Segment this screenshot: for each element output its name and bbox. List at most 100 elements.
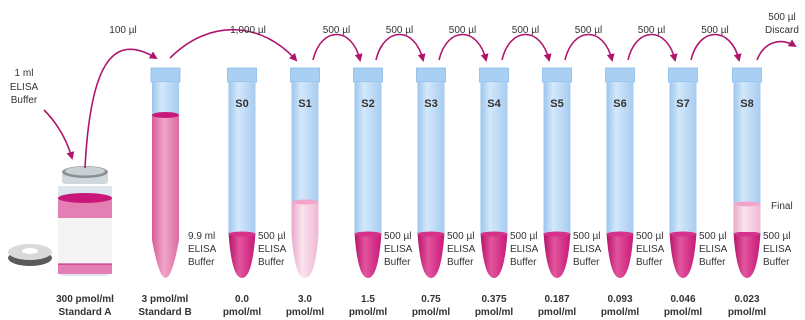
- tube-liquid: [291, 202, 319, 278]
- tube-liquid: [480, 232, 508, 278]
- tube-buffer-text-0: 500 µl: [384, 231, 411, 242]
- tube-buffer-text-0: 500 µl: [636, 231, 663, 242]
- tube-buffer-text-0: 500 µl: [763, 231, 790, 242]
- tube-s7: S7 500 µl ELISA Buffer 0.046 pmol/ml: [664, 67, 728, 318]
- standard-tubes: S0 500 µl ELISA Buffer 0.0 pmol/ml S1 3.0 pmol/m…: [223, 67, 792, 318]
- tube-buffer-text-0: 500 µl: [258, 231, 285, 242]
- final-label: Final: [771, 201, 793, 212]
- tube-buffer-text-2: Buffer: [573, 257, 600, 268]
- tube-s0: S0 500 µl ELISA Buffer 0.0 pmol/ml: [223, 67, 287, 318]
- tube-buffer-text-0: 500 µl: [510, 231, 537, 242]
- tube-unit: pmol/ml: [664, 307, 703, 318]
- standard-a-vial: [8, 166, 112, 276]
- tube-final-liquid: [733, 204, 761, 232]
- tube-buffer-text-1: ELISA: [258, 244, 287, 255]
- vial-name: Standard A: [59, 307, 112, 318]
- tube-body: [354, 82, 382, 278]
- tube-concentration: 0.023: [734, 294, 759, 305]
- tube-s8: S8 500 µl ELISA Buffer 0.023 pmol/ml: [728, 67, 792, 318]
- arrow-stdb-to-s1: [169, 28, 298, 62]
- transfer-label-1: 1,000 µl: [230, 25, 266, 36]
- tube-concentration: 0.375: [481, 294, 506, 305]
- transfer-arrow: [438, 33, 489, 62]
- tube-concentration: 0.187: [544, 294, 569, 305]
- transfer-label-2: 500 µl: [323, 25, 350, 36]
- tube-liquid: [417, 232, 445, 278]
- tube-liquid: [228, 232, 256, 278]
- tube-buffer-text-0: 500 µl: [699, 231, 726, 242]
- tube-buffer-text-1: ELISA: [510, 244, 539, 255]
- tube-concentration: 0.75: [421, 294, 441, 305]
- stdb-name: Standard B: [138, 307, 191, 318]
- vial-liquid: [58, 198, 112, 218]
- tube-unit: pmol/ml: [349, 307, 388, 318]
- vial-concentration: 300 pmol/ml: [56, 294, 114, 305]
- tube-buffer-text-2: Buffer: [636, 257, 663, 268]
- tube-buffer-text-2: Buffer: [763, 257, 790, 268]
- tube-buffer-text-0: 500 µl: [573, 231, 600, 242]
- transfer-arrow: [690, 33, 742, 62]
- buffer-amount: 1 ml: [15, 68, 34, 79]
- tube-liquid: [606, 232, 634, 278]
- tube-unit: pmol/ml: [475, 307, 514, 318]
- tube-cap: [479, 67, 509, 83]
- tube-unit: pmol/ml: [728, 307, 767, 318]
- tube-s2: S2 500 µl ELISA Buffer 1.5 pmol/ml: [349, 67, 413, 318]
- tube-concentration: 0.0: [235, 294, 249, 305]
- tube-cap: [227, 67, 257, 83]
- tube-body: [669, 82, 697, 278]
- buffer-label-2: Buffer: [11, 95, 38, 106]
- vial-label: [58, 218, 112, 264]
- tube-unit: pmol/ml: [538, 307, 577, 318]
- stdb-buffer-amount: 9.9 ml: [188, 231, 215, 242]
- tube-cap: [290, 67, 320, 83]
- tube-buffer-text-2: Buffer: [384, 257, 411, 268]
- tube-concentration: 3.0: [298, 294, 312, 305]
- tube-buffer-text-0: 500 µl: [447, 231, 474, 242]
- tube-body: [543, 82, 571, 278]
- tube-label: S6: [613, 98, 626, 110]
- tube-s3: S3 500 µl ELISA Buffer 0.75 pmol/ml: [412, 67, 476, 318]
- tube-label: S4: [487, 98, 501, 110]
- arrow-vial-to-stdb: [84, 48, 158, 169]
- discard-label: Discard: [765, 25, 799, 36]
- tube-concentration: 0.093: [607, 294, 632, 305]
- tube-cap: [542, 67, 572, 83]
- tube-buffer-text-2: Buffer: [510, 257, 537, 268]
- tube-s1: S1 3.0 pmol/ml: [286, 67, 325, 318]
- tube-s4: S4 500 µl ELISA Buffer 0.375 pmol/ml: [475, 67, 539, 318]
- transfer-label-0: 100 µl: [109, 25, 136, 36]
- tube-cap: [605, 67, 635, 83]
- tube-buffer-text-1: ELISA: [573, 244, 602, 255]
- tube-cap: [416, 67, 446, 83]
- buffer-label-1: ELISA: [10, 82, 39, 93]
- buffer-arrow: [43, 109, 75, 160]
- tube-body: [228, 82, 256, 278]
- tube-s6: S6 500 µl ELISA Buffer 0.093 pmol/ml: [601, 67, 665, 318]
- transfer-label-6: 500 µl: [575, 25, 602, 36]
- tube-label: S7: [676, 98, 689, 110]
- tube-buffer-text-1: ELISA: [699, 244, 728, 255]
- tube-liquid: [669, 232, 697, 278]
- tube-label: S5: [550, 98, 563, 110]
- stdb-liquid: [152, 115, 179, 278]
- discard-arrow: [756, 39, 797, 61]
- transfer-arrow: [501, 33, 552, 62]
- tube-cap: [668, 67, 698, 83]
- tube-body: [606, 82, 634, 278]
- tube-label: S2: [361, 98, 374, 110]
- tube-body: [480, 82, 508, 278]
- transfer-label-7: 500 µl: [638, 25, 665, 36]
- tube-label: S8: [740, 98, 753, 110]
- buffer-note: 1 ml ELISA Buffer: [10, 68, 39, 106]
- stdb-cap: [150, 67, 181, 83]
- transfer-arrow: [564, 33, 615, 62]
- tube-label: S3: [424, 98, 437, 110]
- transfer-label-5: 500 µl: [512, 25, 539, 36]
- tube-concentration: 0.046: [670, 294, 695, 305]
- tube-s5: S5 500 µl ELISA Buffer 0.187 pmol/ml: [538, 67, 602, 318]
- transfer-label-3: 500 µl: [386, 25, 413, 36]
- transfer-arrows: 500 µl 500 µl 500 µl 500 µl 500 µl 500 µl 500 …: [312, 25, 742, 62]
- tube-unit: pmol/ml: [286, 307, 325, 318]
